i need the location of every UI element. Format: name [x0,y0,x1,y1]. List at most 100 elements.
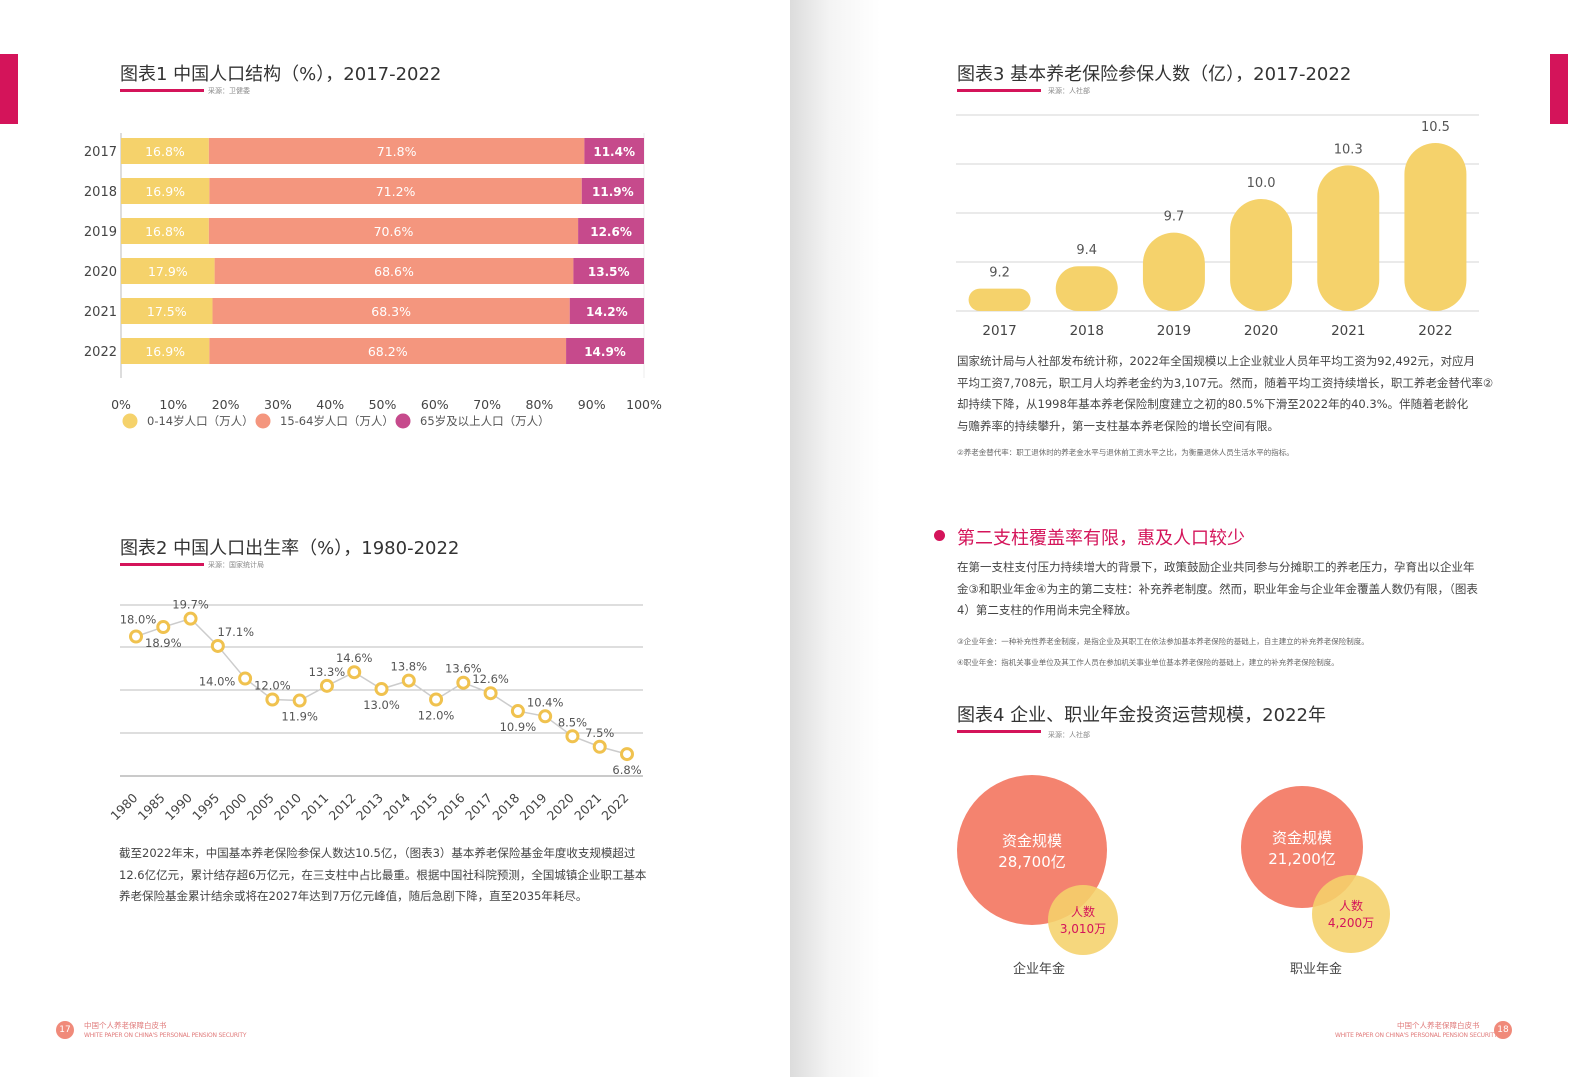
section-title: 第二支柱覆盖率有限，惠及人口较少 [957,528,1245,549]
fig1-bar-segment [121,258,215,284]
fig3-data-label: 9.2 [989,266,1010,281]
fig1-legend-swatch [395,413,411,429]
fig1-x-tick-label: 0% [111,397,131,412]
fig2-data-point [238,671,253,686]
fig2-data-point [129,629,143,644]
fig4-people-label: 人数 [1071,904,1095,919]
fig2-x-tick-label: 2011 [298,790,331,823]
fig1-bar-segment [584,138,644,164]
fig2-title-rule [120,563,204,566]
fig1-bar-segment [209,338,567,364]
fig1-category-label: 2021 [84,305,117,320]
fig2-data-label: 14.0% [199,675,236,689]
right-page-tab [1550,54,1568,124]
fig2-x-tick-label: 1980 [107,790,140,823]
right-paragraph-2: 在第一支柱支付压力持续增大的背景下，政策鼓励企业共同参与分摊职工的养老压力，孕育… [957,557,1497,622]
left-page-tab [0,54,18,124]
fig1-data-label: 11.9% [592,185,634,199]
fig2-x-tick-label: 2020 [544,790,577,823]
fig2-data-point [592,739,607,754]
fig2-data-label: 12.6% [472,672,509,686]
fig1-bar-segment [573,258,644,284]
fig2-data-point [429,692,444,707]
fig3-x-tick-label: 2021 [1331,323,1365,339]
fig2-x-tick-label: 2014 [380,790,413,823]
fig1-bar-segment [209,178,582,204]
fig4-people-bubble [1048,885,1118,955]
fig2-data-label: 19.7% [172,598,209,612]
fig1-bar-segment [121,218,209,244]
right-page: 图表3 基本养老保险参保人数（亿），2017-2022 采源：人社部 9.2 20… [790,0,1587,1077]
fig2-x-tick-label: 1995 [189,790,222,823]
fig2-data-point [538,709,553,724]
fig1-category-label: 2019 [84,225,117,240]
fig1-legend-swatch [255,413,271,429]
fig3-bar-chart: 9.2 2017 9.4 2018 9.7 2019 10.0 2020 10.3 2021 10.… [956,114,1479,339]
fig3-data-label: 10.5 [1421,120,1450,135]
fig2-data-point [374,682,389,696]
fig3-data-label: 9.7 [1164,210,1185,225]
fig3-x-tick-label: 2019 [1157,323,1191,339]
fig1-legend-label: 15-64岁人口（万人） [280,414,394,428]
footnote-enterprise-annuity: ③企业年金：一种补充性养老金制度，是指企业及其职工在依法参加基本养老保险的基础上… [957,637,1369,646]
fig3-x-tick-label: 2022 [1418,323,1452,339]
footnote-occupational-annuity: ④职业年金：指机关事业单位及其工作人员在参加机关事业单位基本养老保险的基础上，建… [957,658,1339,667]
fig2-data-label: 11.9% [281,710,318,724]
fig3-bar [1317,165,1380,311]
fig2-data-point [565,729,580,744]
fig1-data-label: 16.8% [145,144,185,159]
fig1-x-tick-label: 10% [159,397,187,412]
fig3-x-tick-label: 2018 [1070,323,1104,339]
fig2-x-tick-label: 2019 [517,790,550,823]
right-paragraph-1-line: 国家统计局与人社部发布统计称，2022年全国规模以上企业就业人员年平均工资为92… [957,354,1476,368]
fig1-category-label: 2020 [84,265,117,280]
fig1-x-tick-label: 60% [421,397,449,412]
footer-title-cn-right: 中国个人养老保障白皮书 [1397,1021,1480,1030]
fig1-legend-label: 0-14岁人口（万人） [147,414,254,428]
fig4-title-rule [957,730,1041,733]
fig2-x-tick-label: 1990 [162,790,195,823]
fig1-data-label: 71.8% [377,144,417,159]
fig1-data-label: 14.9% [584,345,626,359]
left-paragraph-line: 12.6亿亿元，累计结存超6万亿元，在三支柱中占比最重。根据中国社科院预测，全国… [119,867,647,882]
fig1-stacked-bar-chart: 2017 16.8% 71.8% 11.4% 2018 16.9% 71.2% 11.9% 20… [84,133,662,429]
fig4-fund-scale-bubble [1241,786,1363,908]
fig2-data-point [292,693,307,708]
right-paragraph-2-line: 4）第二支柱的作用尚未完全释放。 [957,603,1137,617]
fig1-bar-segment [566,338,644,364]
fig1-bar-segment [121,298,213,324]
footer-title-cn-left: 中国个人养老保障白皮书 [84,1021,167,1030]
fig1-bar-segment [121,178,210,204]
fig2-x-tick-label: 2013 [353,790,386,823]
fig2-x-tick-label: 2016 [435,790,468,823]
fig2-title: 图表2 中国人口出生率（%），1980-2022 [120,538,460,559]
fig3-x-tick-label: 2020 [1244,323,1278,339]
fig2-data-label: 8.5% [558,715,587,729]
fig3-bar [968,288,1031,311]
fig1-data-label: 68.6% [374,264,414,279]
fig2-data-label: 12.0% [418,709,455,723]
fig4-scale-value: 28,700亿 [998,853,1066,871]
fig3-x-tick-label: 2017 [982,323,1016,339]
right-paragraph-1-line: 却持续下降，从1998年基本养老保险制度建立之初的80.5%下滑至2022年的4… [957,397,1469,411]
fig2-x-tick-label: 1985 [135,790,168,823]
fig2-data-point [620,747,634,762]
fig1-x-tick-label: 20% [212,397,240,412]
fig2-data-label: 18.0% [120,613,157,627]
fig1-x-tick-label: 40% [316,397,344,412]
fig1-data-label: 14.2% [586,305,628,319]
fig1-x-tick-label: 70% [473,397,501,412]
page-number-right: 18 [1494,1021,1512,1039]
fig2-data-label: 17.1% [218,625,255,639]
fig2-data-point [183,611,198,626]
fig1-category-label: 2018 [84,185,117,200]
fig1-bar-segment [212,298,570,324]
fig4-people-bubble [1312,875,1390,953]
fig2-x-tick-label: 2017 [462,790,495,823]
fig1-title-rule [120,89,204,92]
left-paragraph: 截至2022年末，中国基本养老保险参保人数达10.5亿，（图表3）基本养老保险基… [119,843,659,908]
fig1-data-label: 71.2% [376,184,416,199]
fig4-title: 图表4 企业、职业年金投资运营规模，2022年 [957,705,1326,726]
page-number-left: 17 [56,1021,74,1039]
fig1-x-tick-label: 50% [369,397,397,412]
